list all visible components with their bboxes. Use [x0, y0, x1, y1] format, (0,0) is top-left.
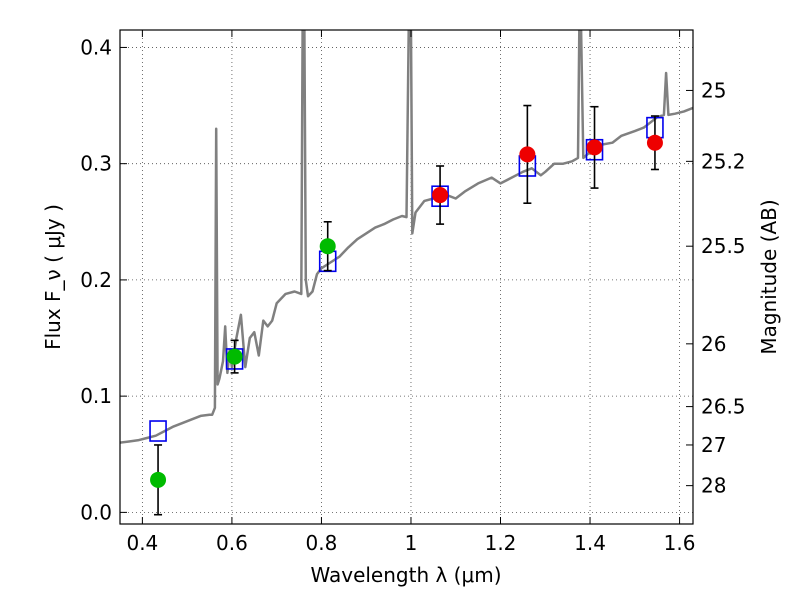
- x-axis-label: Wavelength λ (μm): [310, 563, 501, 587]
- plot-frame: [119, 29, 694, 525]
- x-tick-label: 0.4: [126, 531, 158, 555]
- right-tick-label: 25: [701, 78, 726, 102]
- y-tick-label: 0.3: [80, 152, 112, 176]
- nir-data-point: [432, 187, 449, 204]
- x-tick-label: 1.6: [664, 531, 696, 555]
- x-tick-label: 0.6: [216, 531, 248, 555]
- y-tick-label: 0.1: [80, 384, 112, 408]
- right-tick-label: 28: [701, 474, 726, 498]
- model-spectrum-line: [120, 30, 693, 444]
- nir-data-point: [646, 134, 663, 151]
- x-tick-label: 1: [405, 531, 418, 555]
- optical-data-point: [150, 471, 167, 488]
- y-axis-right-label: Magnitude (AB): [757, 199, 781, 354]
- right-tick-label: 26.5: [701, 395, 746, 419]
- model-photometry-box: [149, 420, 167, 442]
- x-tick-label: 1.4: [574, 531, 606, 555]
- points-layer: [149, 104, 664, 516]
- y-tick-label: 0.4: [80, 35, 112, 59]
- optical-data-point: [226, 348, 243, 365]
- right-tick-label: 25.2: [701, 149, 746, 173]
- nir-data-point: [586, 139, 603, 156]
- right-tick-label: 26: [701, 332, 726, 356]
- optical-data-point: [319, 238, 336, 255]
- x-tick-label: 1.2: [485, 531, 517, 555]
- y-tick-label: 0.0: [80, 500, 112, 524]
- grid-layer: [120, 30, 693, 524]
- ticks-layer: 0.4 0.6 0.8 1 1.2 1.4 1.6 0.0 0.1 0.2 0.3 0.4 25 25.2…: [80, 30, 746, 555]
- y-axis-label: Flux F_ν ( μJy ): [41, 204, 65, 350]
- right-tick-label: 25.5: [701, 234, 746, 258]
- x-tick-label: 0.8: [306, 531, 338, 555]
- right-tick-label: 27: [701, 433, 726, 457]
- spectrum-layer: [120, 30, 693, 444]
- nir-data-point: [519, 146, 536, 163]
- y-tick-label: 0.2: [80, 268, 112, 292]
